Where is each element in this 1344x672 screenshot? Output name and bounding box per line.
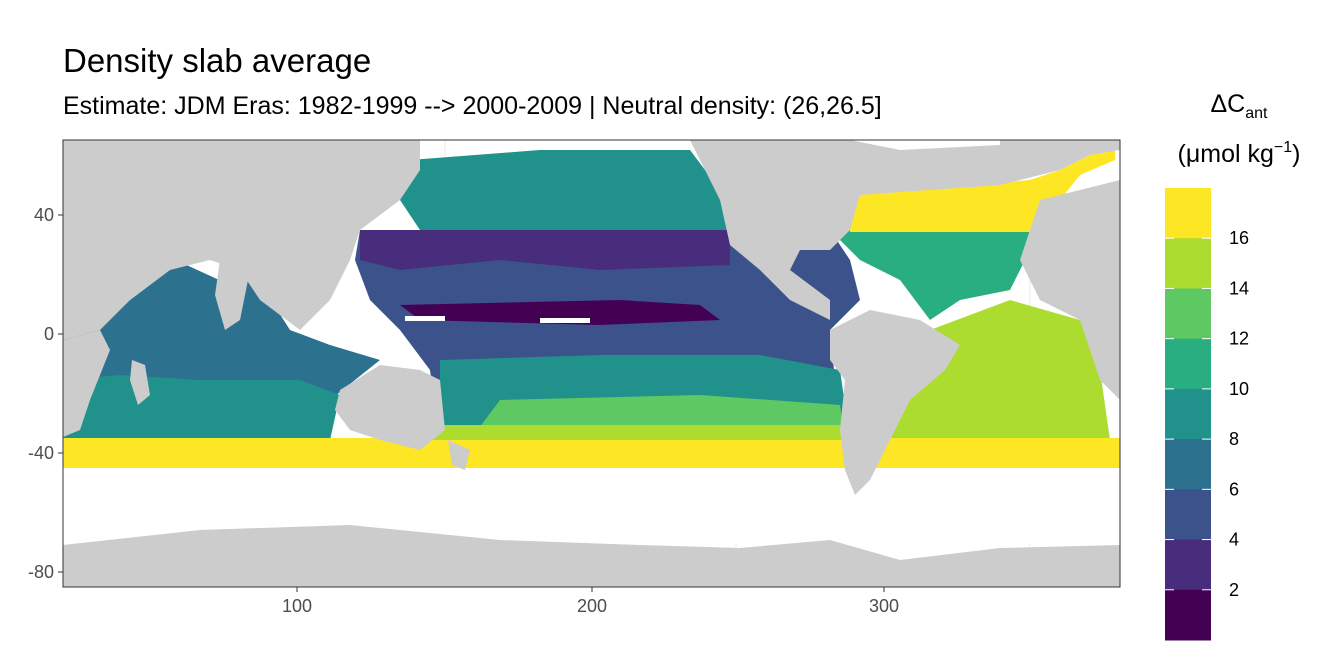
land-new-zealand <box>448 440 470 470</box>
pacific-north-band <box>400 150 790 230</box>
legend-swatch <box>1165 288 1211 340</box>
pacific-central-dark <box>360 230 730 270</box>
legend-swatch <box>1165 388 1211 440</box>
legend-swatch <box>1165 539 1211 591</box>
chart-title: Density slab average <box>63 42 372 79</box>
legend-unit: (μmol kg−1) <box>1178 139 1301 168</box>
legend-swatch <box>1165 439 1211 490</box>
x-tick-label: 300 <box>869 596 899 616</box>
y-tick-label: -80 <box>28 562 54 582</box>
land-india <box>215 260 250 330</box>
legend-break-label: 6 <box>1229 479 1239 499</box>
land-antarctica <box>63 525 1120 587</box>
land-south-america <box>830 310 960 495</box>
indian-ocean-south-band <box>63 375 340 440</box>
southern-ocean-green <box>430 425 850 440</box>
x-tick-label: 100 <box>282 596 312 616</box>
legend: ΔCant (μmol kg−1) 16 14 12 10 8 6 4 2 <box>1165 90 1300 641</box>
legend-labels: 16 14 12 10 8 6 4 2 <box>1229 228 1249 600</box>
map-panel <box>63 140 1120 587</box>
legend-break-label: 8 <box>1229 429 1239 449</box>
atlantic-south-region <box>890 300 1110 440</box>
x-axis: 100 200 300 <box>282 587 899 616</box>
legend-break-label: 4 <box>1229 530 1239 550</box>
land-europe-right <box>1020 180 1120 400</box>
y-tick-label: -40 <box>28 443 54 463</box>
land-north-america <box>690 140 1040 320</box>
legend-break-label: 14 <box>1229 278 1249 298</box>
x-tick-label: 200 <box>577 596 607 616</box>
legend-swatch <box>1165 338 1211 390</box>
legend-break-label: 16 <box>1229 228 1249 248</box>
ocean-fill <box>63 150 1120 468</box>
legend-swatch <box>1165 589 1211 641</box>
pacific-equatorial-dark <box>400 300 720 325</box>
y-tick-label: 0 <box>44 324 54 344</box>
legend-break-label: 12 <box>1229 329 1249 349</box>
land-masses <box>63 140 1120 587</box>
legend-colorbar <box>1165 188 1211 641</box>
atlantic-north-region <box>830 230 1040 320</box>
legend-break-label: 2 <box>1229 580 1239 600</box>
y-axis: 40 0 -40 -80 <box>28 205 63 582</box>
legend-title: ΔCant <box>1210 90 1268 122</box>
land-greenland <box>1000 140 1120 175</box>
chart-subtitle: Estimate: JDM Eras: 1982-1999 --> 2000-2… <box>63 92 882 120</box>
land-australia <box>335 365 445 450</box>
legend-swatch <box>1165 238 1211 289</box>
land-madagascar <box>130 360 150 405</box>
y-tick-label: 40 <box>34 205 54 225</box>
southern-ocean-band <box>63 438 1120 468</box>
legend-swatch <box>1165 489 1211 541</box>
land-eurasia-africa <box>63 140 420 340</box>
legend-break-label: 10 <box>1229 379 1249 399</box>
land-africa-south <box>63 330 110 437</box>
legend-swatch <box>1165 188 1211 239</box>
